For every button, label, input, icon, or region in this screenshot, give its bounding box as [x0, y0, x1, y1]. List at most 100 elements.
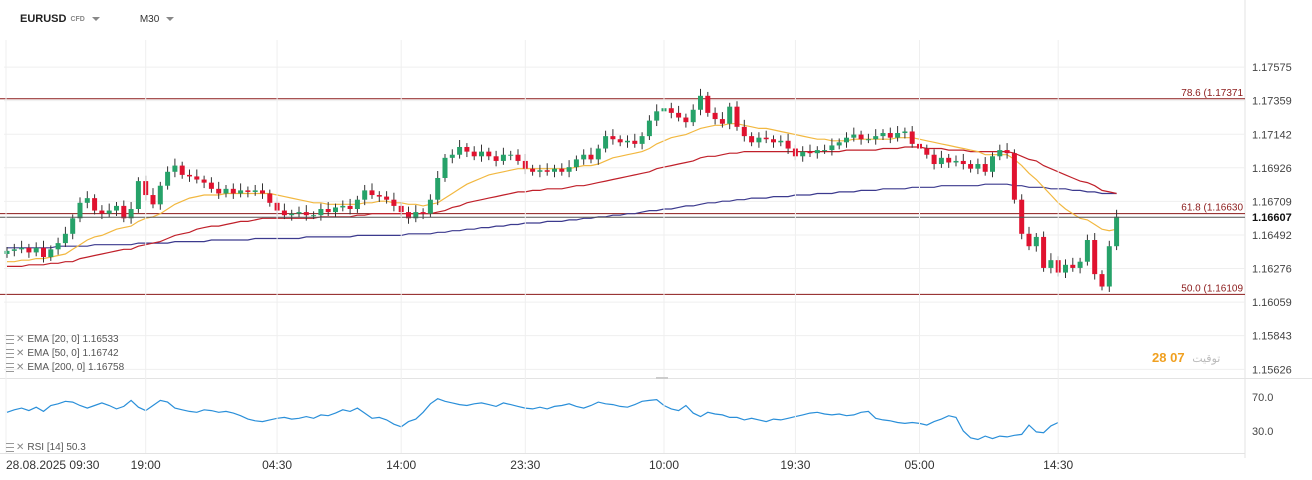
candle[interactable] [303, 205, 309, 221]
candle[interactable] [500, 147, 506, 165]
candle[interactable] [880, 129, 886, 141]
rsi-legend[interactable]: ✕ RSI [14] 50.3 [6, 441, 86, 453]
candle[interactable] [267, 189, 273, 207]
candle[interactable] [727, 102, 733, 130]
candle[interactable] [719, 112, 725, 128]
timeframe-dropdown-icon[interactable] [166, 17, 175, 21]
candle[interactable] [1092, 233, 1098, 280]
candle[interactable] [311, 211, 317, 220]
candle[interactable] [537, 164, 543, 178]
candle[interactable] [216, 181, 222, 199]
candle[interactable] [938, 150, 944, 168]
candle[interactable] [595, 144, 601, 165]
candle[interactable] [347, 198, 353, 215]
candle[interactable] [771, 135, 776, 148]
candle[interactable] [333, 203, 338, 218]
candle[interactable] [1033, 233, 1039, 252]
ema200-legend[interactable]: ✕ EMA [200, 0] 1.16758 [6, 361, 124, 373]
candle[interactable] [763, 130, 769, 144]
candle[interactable] [179, 161, 185, 179]
candle[interactable] [690, 104, 696, 127]
candle[interactable] [1004, 143, 1010, 159]
candle[interactable] [603, 130, 609, 153]
candle[interactable] [909, 126, 915, 148]
candle[interactable] [566, 160, 572, 178]
candle[interactable] [676, 105, 682, 122]
candle[interactable] [1011, 149, 1017, 204]
candle[interactable] [354, 195, 360, 213]
candle[interactable] [238, 183, 244, 198]
candle[interactable] [807, 144, 813, 158]
candle[interactable] [4, 246, 10, 258]
candle[interactable] [391, 192, 397, 212]
candle[interactable] [77, 197, 83, 223]
candle[interactable] [289, 209, 295, 221]
timeframe-selector[interactable]: M30 [139, 13, 160, 25]
candle[interactable] [296, 206, 302, 218]
candle[interactable] [836, 138, 842, 150]
candle[interactable] [33, 242, 39, 257]
candle[interactable] [632, 133, 638, 148]
candle[interactable] [442, 153, 448, 182]
candle[interactable] [1077, 257, 1083, 274]
candle[interactable] [858, 130, 864, 145]
candle[interactable] [982, 157, 988, 176]
candle[interactable] [325, 202, 331, 216]
candle[interactable] [887, 127, 893, 144]
candle[interactable] [822, 144, 828, 154]
candle[interactable] [449, 149, 455, 164]
candle[interactable] [902, 127, 908, 139]
candle[interactable] [70, 214, 76, 240]
candle[interactable] [844, 132, 849, 148]
symbol-dropdown-icon[interactable] [91, 17, 100, 21]
candle[interactable] [800, 146, 806, 162]
pane-resize-handle[interactable] [656, 377, 668, 379]
candle[interactable] [260, 183, 265, 199]
candle[interactable] [865, 133, 871, 144]
candle[interactable] [573, 155, 579, 172]
candle[interactable] [785, 133, 791, 154]
candle[interactable] [712, 107, 718, 125]
candle[interactable] [530, 164, 536, 176]
candle[interactable] [128, 202, 134, 224]
candle[interactable] [413, 205, 419, 223]
candle[interactable] [457, 140, 463, 159]
candle[interactable] [668, 102, 674, 119]
candle[interactable] [245, 186, 251, 198]
candle[interactable] [975, 158, 981, 175]
candle[interactable] [646, 115, 652, 141]
candle[interactable] [62, 226, 68, 247]
candle[interactable] [121, 200, 127, 223]
candle[interactable] [26, 243, 32, 258]
candle[interactable] [515, 149, 521, 165]
candle[interactable] [1063, 259, 1068, 278]
candle[interactable] [362, 184, 368, 206]
candle[interactable] [369, 183, 375, 199]
candle[interactable] [851, 127, 857, 142]
candle[interactable] [48, 245, 54, 261]
candle[interactable] [960, 153, 966, 170]
candle[interactable] [610, 129, 616, 145]
candle[interactable] [1084, 234, 1090, 266]
candle[interactable] [114, 202, 119, 216]
candle[interactable] [625, 135, 630, 148]
candle[interactable] [406, 206, 411, 224]
candle[interactable] [135, 177, 141, 213]
candle[interactable] [376, 191, 382, 203]
candle[interactable] [340, 200, 346, 212]
candle[interactable] [778, 135, 784, 147]
candle[interactable] [749, 132, 755, 147]
candle[interactable] [946, 153, 952, 168]
settings-icon[interactable] [6, 362, 14, 372]
candle[interactable] [924, 144, 930, 159]
candle[interactable] [252, 184, 258, 196]
candle[interactable] [698, 88, 703, 116]
close-icon[interactable]: ✕ [16, 333, 25, 345]
candle[interactable] [165, 166, 171, 190]
candle[interactable] [814, 146, 820, 159]
candle[interactable] [559, 163, 565, 176]
candle[interactable] [106, 203, 112, 218]
candle[interactable] [705, 91, 711, 117]
candle[interactable] [588, 147, 594, 164]
